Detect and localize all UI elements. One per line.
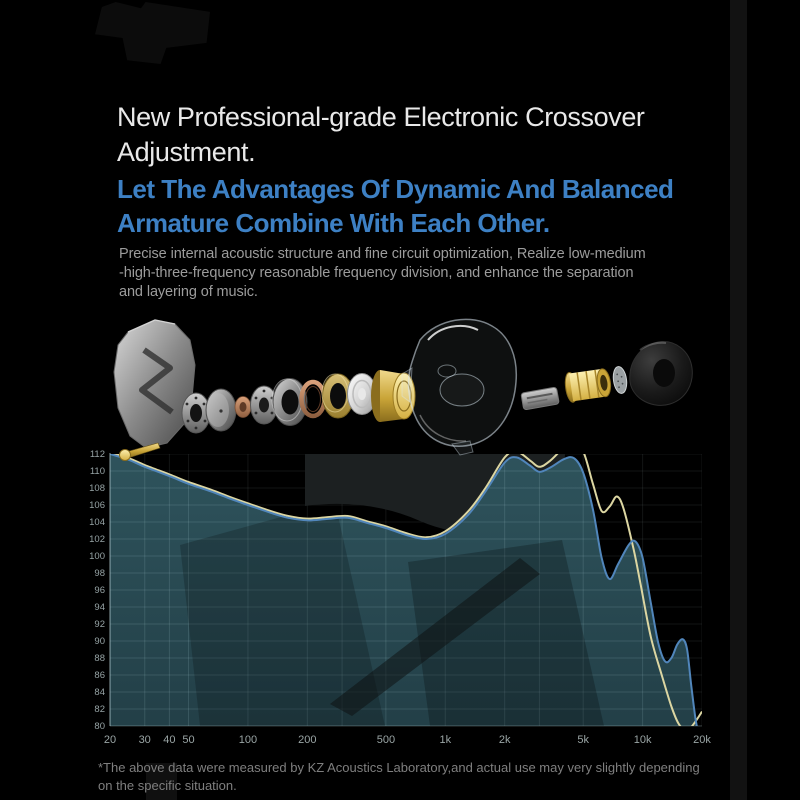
page-title: New Professional-grade Electronic Crosso… [117,100,645,170]
brass-ring [321,373,354,419]
diaphragm [347,373,377,415]
x-tick-label: 5k [577,734,589,746]
subtitle-line-1: Let The Advantages Of Dynamic And Balanc… [117,174,674,204]
faceplate [113,319,196,449]
x-tick-label: 200 [298,734,316,746]
x-axis-tick-labels: 20 30 40 50 100 200 500 1k 2k 5k 10k 20k [104,734,711,746]
subtitle-line-2: Armature Combine With Each Other. [117,208,550,238]
disclaimer-note: *The above data were measured by KZ Acou… [98,760,700,793]
x-tick-label: 50 [182,734,194,746]
subtitle: Let The Advantages Of Dynamic And Balanc… [117,172,674,240]
guitar-neck-shadow [330,558,540,716]
balanced-armature-curve [112,454,702,726]
x-tick-label: 30 [139,734,151,746]
y-tick-label: 98 [94,568,105,579]
title-line-1: New Professional-grade Electronic Crosso… [117,102,645,132]
y-tick-label: 112 [90,449,105,460]
x-tick-label: 20k [693,734,711,746]
steel-ring [271,378,308,426]
photo-edge-band [730,0,747,800]
y-tick-label: 80 [94,721,105,732]
y-axis-tick-labels: 80 82 84 86 88 90 92 94 96 98 100 102 104 106 108 110 11… [89,449,105,732]
y-tick-label: 92 [94,619,105,630]
y-tick-label: 110 [90,466,105,477]
x-tick-label: 20 [104,734,116,746]
chart-axes [109,453,702,727]
crystal-shell [401,318,518,456]
y-tick-label: 84 [94,687,105,698]
y-tick-label: 94 [94,602,105,613]
background-photo-shadow [408,540,604,726]
background-photo-shadow [180,502,385,726]
mesh-filter [612,366,628,394]
screw-pin [119,442,161,461]
photo-edge-band [146,763,177,800]
gold-nozzle [564,368,612,403]
dynamic-driver-magnet [371,370,416,422]
y-tick-label: 90 [94,636,105,647]
title-line-2: Adjustment. [117,137,256,167]
balanced-armature-unit [520,386,560,411]
x-tick-label: 40 [163,734,175,746]
body-copy: Precise internal acoustic structure and … [119,246,646,300]
ear-tip [629,341,693,406]
spacer-disc [205,388,237,432]
copper-bushing [234,396,252,418]
y-tick-label: 106 [89,500,105,511]
y-tick-label: 104 [89,517,105,528]
y-tick-label: 96 [94,585,105,596]
x-tick-label: 2k [499,734,511,746]
x-tick-label: 10k [634,734,652,746]
dynamic-curve-area-fill [110,454,697,726]
faceplate-engraving [139,347,174,415]
perforated-ring [181,392,211,434]
y-tick-label: 88 [94,653,105,664]
dynamic-driver-curve [110,454,698,726]
y-tick-label: 82 [94,704,105,715]
x-tick-label: 100 [239,734,257,746]
y-tick-label: 100 [89,551,105,562]
x-tick-label: 1k [439,734,451,746]
y-tick-label: 102 [89,534,105,545]
y-tick-label: 108 [89,483,105,494]
x-tick-label: 500 [377,734,395,746]
y-tick-label: 86 [94,670,105,681]
